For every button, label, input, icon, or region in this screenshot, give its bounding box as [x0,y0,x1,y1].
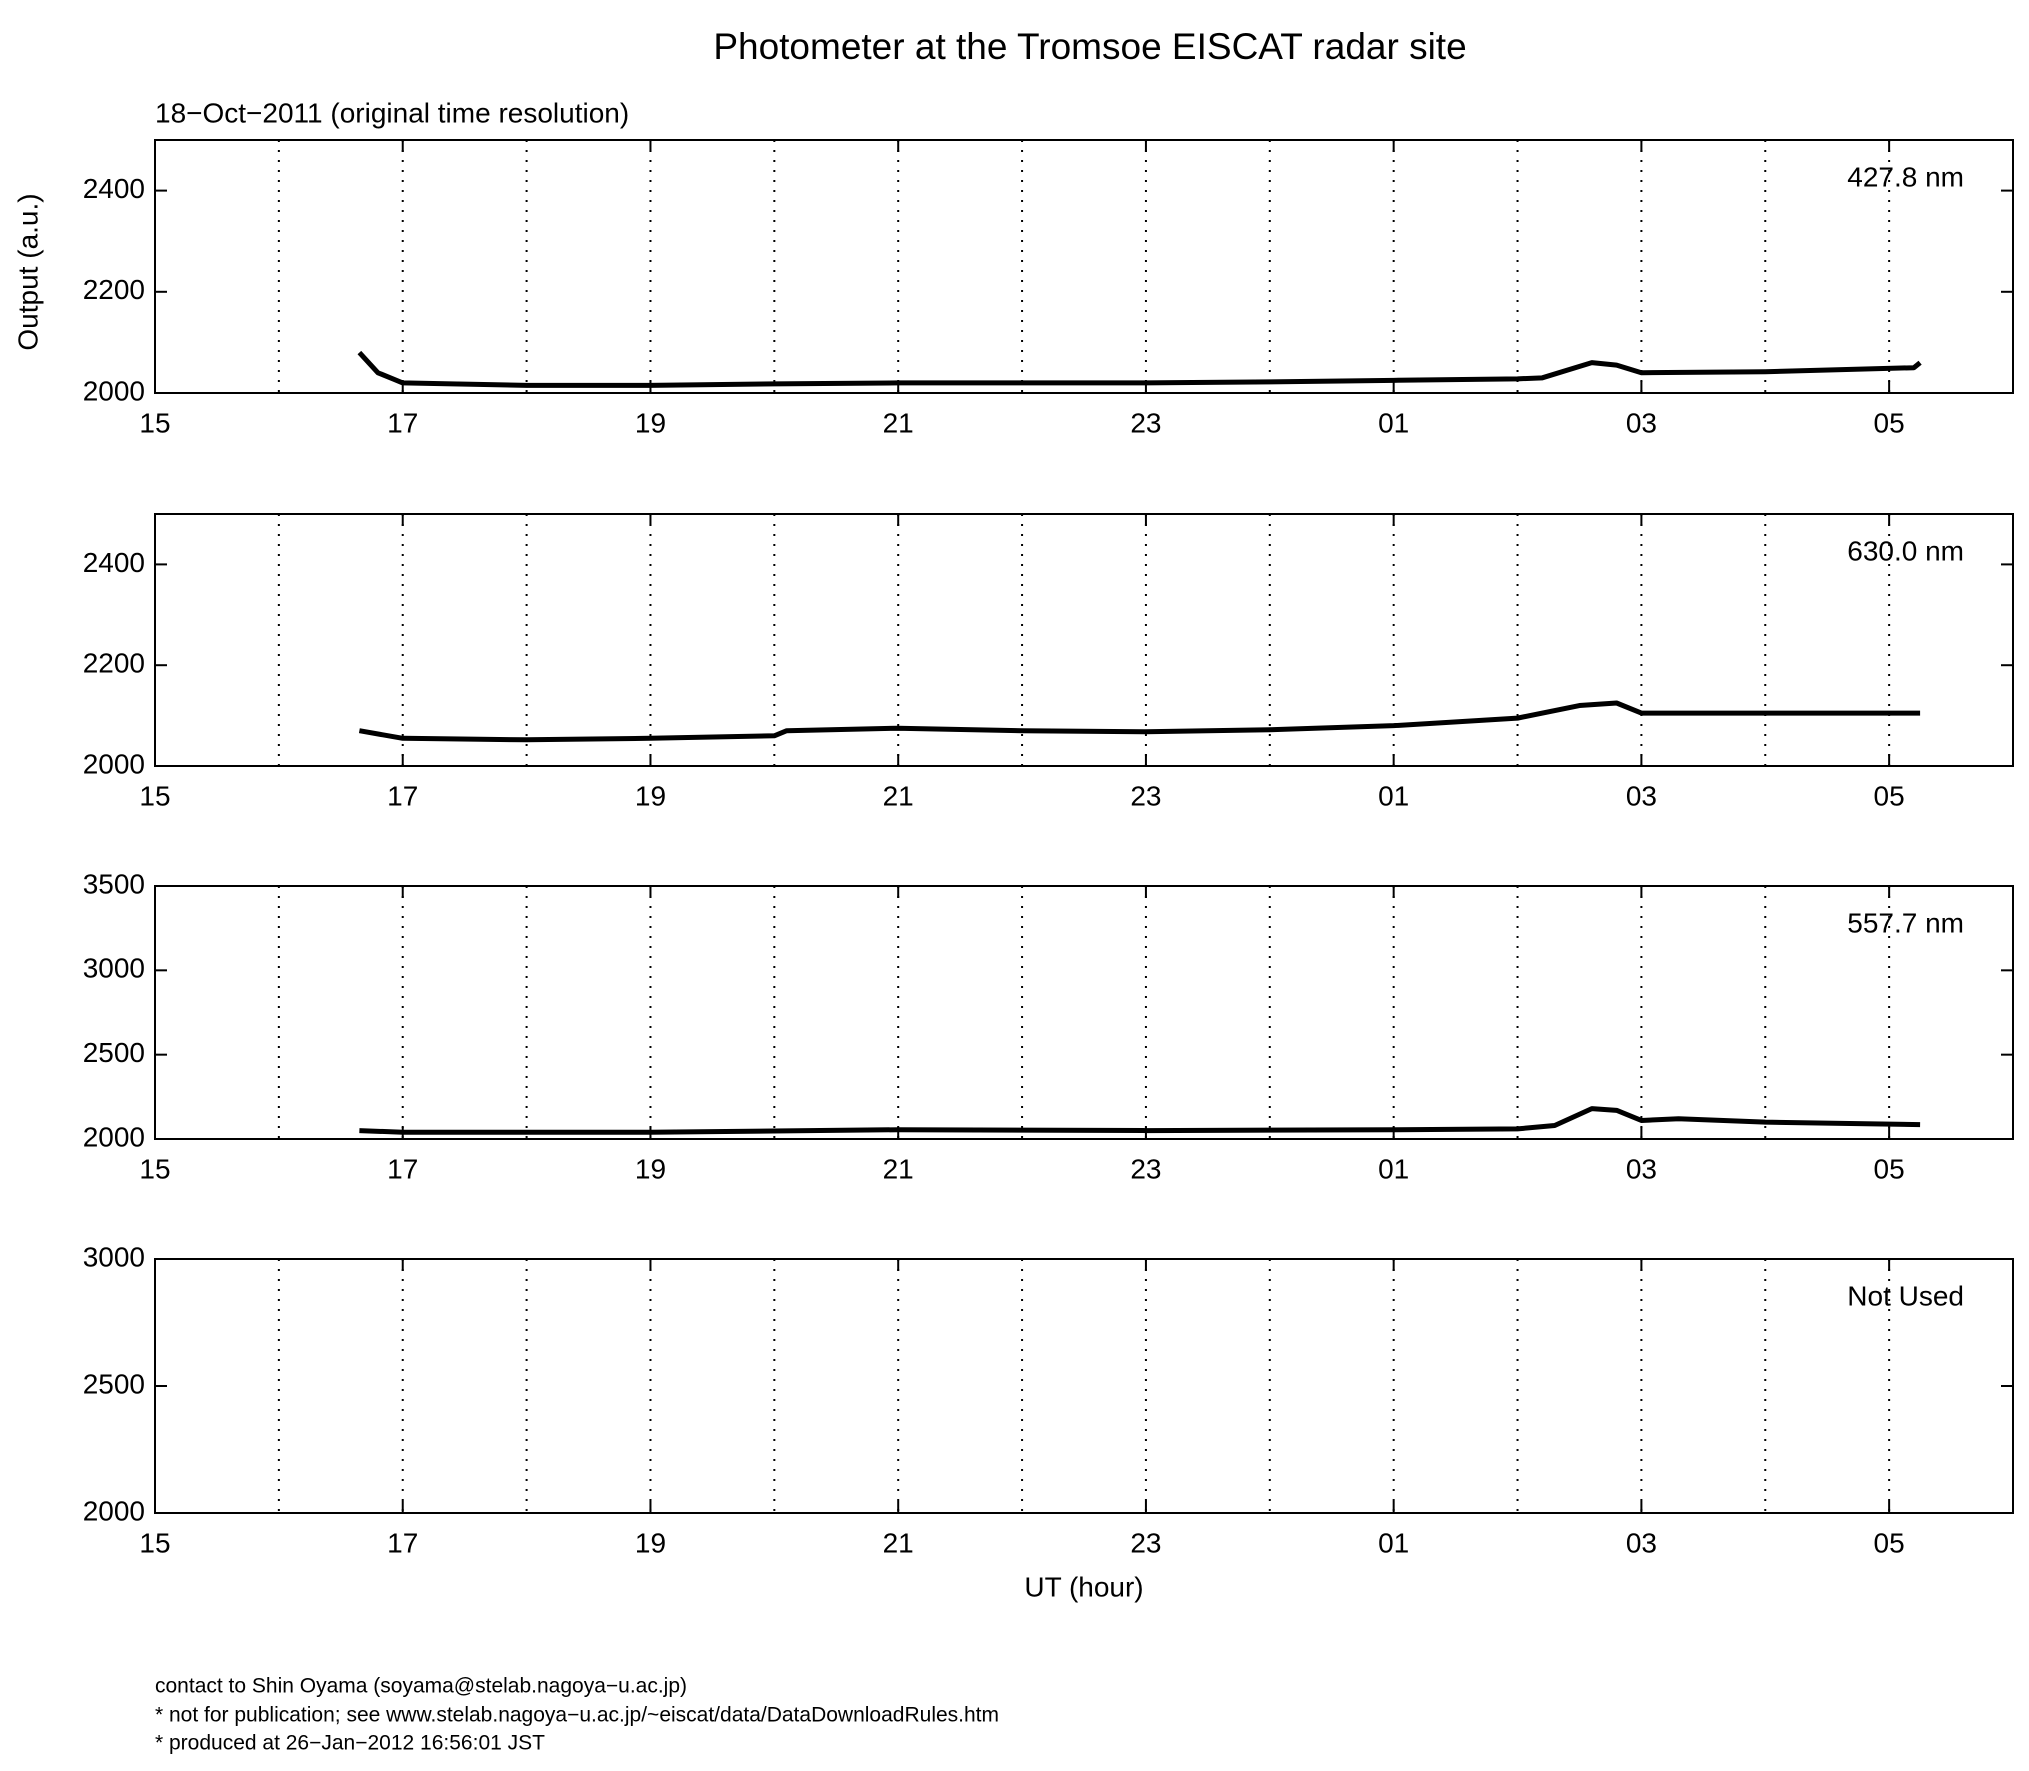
x-tick-label: 01 [1378,407,1409,438]
y-tick-label: 2000 [83,375,145,406]
x-tick-label: 21 [883,780,914,811]
data-line [357,350,1922,388]
y-tick-label: 2400 [83,547,145,578]
x-tick-label: 03 [1626,407,1657,438]
x-tick-label: 19 [635,1527,666,1558]
panel-label: Not Used [1847,1280,1964,1311]
y-axis-label: Output (a.u.) [12,193,43,350]
y-tick-label: 3000 [83,1241,145,1272]
panel-label: 427.8 nm [1847,161,1964,192]
x-tick-label: 05 [1874,1527,1905,1558]
x-tick-label: 05 [1874,407,1905,438]
footer-line: * produced at 26−Jan−2012 16:56:01 JST [155,1732,545,1755]
footer-line: * not for publication; see www.stelab.na… [155,1704,999,1727]
panel-label: 557.7 nm [1847,907,1964,938]
y-tick-label: 2500 [83,1368,145,1399]
x-tick-label: 17 [387,780,418,811]
x-tick-label: 15 [139,1527,170,1558]
x-tick-label: 19 [635,407,666,438]
footer-line: contact to Shin Oyama (soyama@stelab.nag… [155,1675,687,1698]
chart-title: Photometer at the Tromsoe EISCAT radar s… [713,26,1466,67]
y-tick-label: 2200 [83,648,145,679]
x-tick-label: 01 [1378,1527,1409,1558]
x-tick-label: 19 [635,780,666,811]
plot-frame [154,1258,2014,1514]
x-tick-label: 15 [139,1153,170,1184]
panel-label: 630.0 nm [1847,535,1964,566]
x-tick-label: 23 [1130,780,1161,811]
x-tick-label: 19 [635,1153,666,1184]
x-tick-label: 01 [1378,1153,1409,1184]
x-tick-label: 05 [1874,1153,1905,1184]
x-tick-label: 05 [1874,780,1905,811]
x-tick-label: 03 [1626,780,1657,811]
x-tick-label: 15 [139,407,170,438]
y-tick-label: 2400 [83,173,145,204]
x-tick-label: 03 [1626,1153,1657,1184]
plot-frame [154,139,2014,394]
y-tick-label: 2000 [83,748,145,779]
data-line [359,1106,1921,1135]
x-tick-label: 21 [883,407,914,438]
y-tick-label: 2200 [83,274,145,305]
subtitle: 18−Oct−2011 (original time resolution) [155,97,629,128]
y-tick-label: 3500 [83,868,145,899]
x-tick-label: 23 [1130,1527,1161,1558]
x-tick-label: 01 [1378,780,1409,811]
x-tick-label: 15 [139,780,170,811]
x-tick-label: 21 [883,1527,914,1558]
y-tick-label: 2500 [83,1037,145,1068]
y-tick-label: 2000 [83,1495,145,1526]
plot-frame [154,885,2014,1140]
y-tick-label: 2000 [83,1121,145,1152]
plot-frame [154,513,2014,767]
x-tick-label: 03 [1626,1527,1657,1558]
x-tick-label: 21 [883,1153,914,1184]
x-tick-label: 17 [387,1153,418,1184]
x-tick-label: 17 [387,407,418,438]
x-tick-label: 23 [1130,1153,1161,1184]
x-tick-label: 17 [387,1527,418,1558]
data-line [358,700,1921,743]
x-tick-label: 23 [1130,407,1161,438]
x-axis-label: UT (hour) [1024,1571,1143,1602]
y-tick-label: 3000 [83,953,145,984]
